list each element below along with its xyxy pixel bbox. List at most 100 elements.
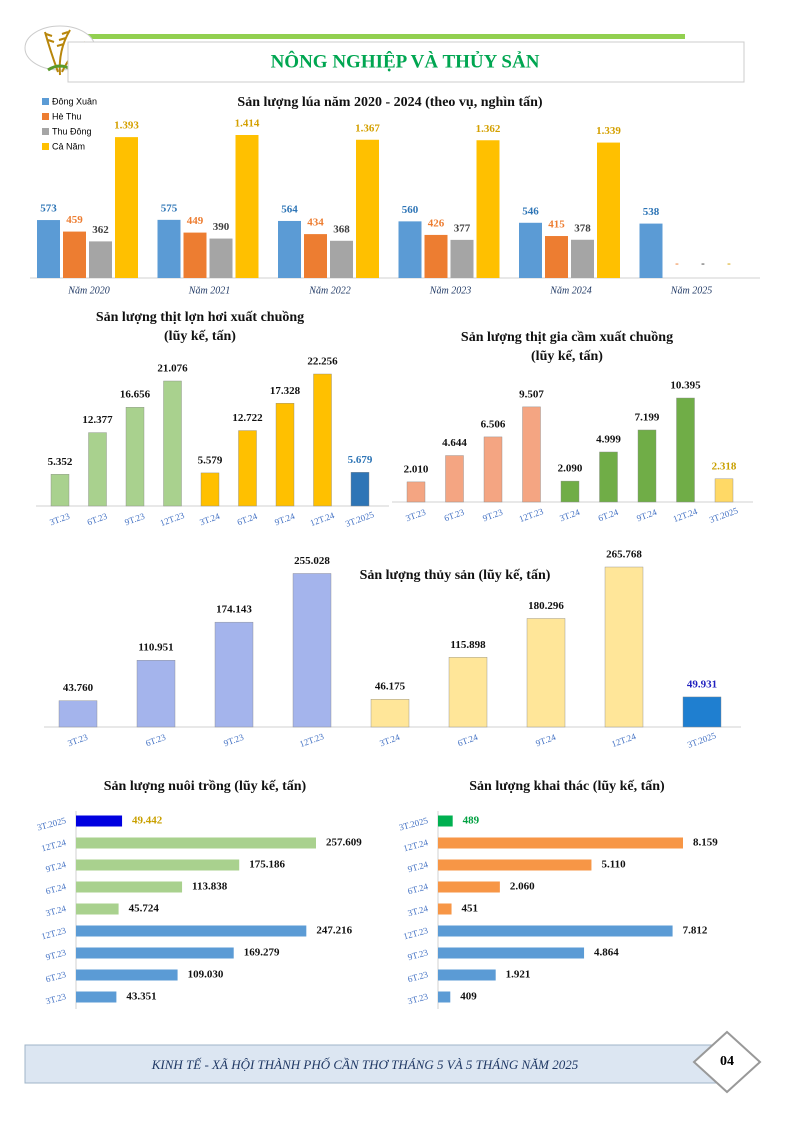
value-label: 21.076	[157, 363, 188, 375]
value-label: 10.395	[670, 380, 701, 392]
value-label: 43.351	[126, 991, 156, 1003]
value-label: 16.656	[120, 389, 151, 401]
bar	[522, 406, 541, 503]
chart-subtitle: (lũy kế, tấn)	[164, 329, 236, 344]
bar	[238, 430, 257, 507]
value-label: 434	[307, 217, 324, 229]
bar	[406, 481, 426, 503]
value-label: 5.110	[601, 859, 626, 871]
bar	[63, 231, 86, 278]
y-tick-label: 3T.23	[45, 991, 68, 1006]
value-label: 4.644	[442, 437, 467, 449]
value-label: 7.812	[683, 925, 708, 937]
bar	[200, 472, 220, 507]
y-tick-label: 9T.23	[407, 947, 430, 962]
value-label: 45.724	[129, 903, 160, 915]
value-label: 247.216	[316, 925, 352, 937]
value-label: 4.999	[596, 434, 621, 446]
bar	[76, 991, 117, 1003]
y-tick-label: 9T.24	[45, 859, 68, 874]
value-label: 1.414	[235, 118, 260, 130]
chart-title: Sản lượng lúa năm 2020 - 2024 (theo vụ, …	[237, 95, 542, 110]
value-label: 377	[454, 222, 471, 234]
bar	[235, 135, 259, 278]
bar	[37, 220, 60, 278]
y-tick-label: 9T.24	[407, 859, 430, 874]
y-tick-label: 3T.24	[407, 903, 430, 918]
value-label: 1.921	[506, 969, 531, 981]
title-box	[67, 41, 745, 83]
bar	[76, 815, 123, 827]
x-tick-label: 9T.24	[273, 511, 296, 528]
bar	[313, 373, 332, 507]
value-label: 426	[428, 217, 445, 229]
value-label: 43.760	[63, 682, 94, 694]
bar	[438, 815, 453, 827]
value-label: 2.318	[712, 460, 737, 472]
value-label: 12.377	[82, 414, 113, 426]
x-tick-label: Năm 2022	[308, 285, 350, 296]
x-tick-label: 6T.24	[597, 507, 620, 524]
value-label: 451	[462, 903, 479, 915]
value-label: 362	[92, 224, 109, 236]
y-tick-label: 6T.23	[407, 969, 430, 984]
x-tick-label: 12T.24	[672, 506, 699, 524]
bar	[438, 859, 592, 871]
x-tick-label: 3T.2025	[686, 730, 718, 750]
bar	[438, 991, 451, 1003]
x-tick-label: 3T.23	[66, 732, 89, 749]
chart-title: Sản lượng thủy sản (lũy kế, tấn)	[360, 568, 551, 583]
value-label: 265.768	[606, 549, 642, 561]
value-label: 255.028	[294, 555, 330, 567]
bar	[604, 566, 644, 728]
value-label: -	[727, 258, 731, 270]
bar	[58, 700, 98, 728]
x-tick-label: 6T.24	[236, 511, 259, 528]
y-tick-label: 3T.2025	[398, 815, 430, 832]
chart-subtitle: (lũy kế, tấn)	[531, 349, 603, 364]
x-tick-label: 9T.23	[222, 732, 245, 749]
legend-swatch	[42, 143, 49, 150]
x-tick-label: 12T.24	[309, 510, 336, 528]
x-tick-label: 6T.24	[456, 732, 479, 749]
bar	[356, 139, 379, 278]
bar	[275, 403, 295, 507]
value-label: 489	[463, 815, 480, 827]
value-label: 573	[40, 203, 57, 215]
value-label: 109.030	[188, 969, 224, 981]
value-label: 459	[66, 214, 83, 226]
legend-label: Đông Xuân	[52, 96, 97, 106]
bar	[136, 660, 176, 728]
chart-title: Sản lượng thịt gia cầm xuất chuồng	[461, 330, 673, 345]
footer-band	[24, 1044, 736, 1084]
x-tick-label: 9T.23	[481, 507, 504, 524]
value-label: 1.367	[355, 122, 380, 134]
bar	[350, 472, 370, 507]
y-tick-label: 3T.23	[407, 991, 430, 1006]
value-label: 538	[643, 206, 660, 218]
x-tick-label: 3T.24	[198, 511, 221, 528]
x-tick-label: Năm 2025	[670, 285, 712, 296]
bar	[519, 222, 542, 278]
header-bar	[65, 34, 685, 39]
y-tick-label: 3T.2025	[36, 815, 68, 832]
bar	[597, 142, 620, 278]
value-label: 1.339	[596, 125, 621, 137]
bar	[88, 432, 107, 507]
y-tick-label: 12T.24	[40, 837, 67, 853]
value-label: 5.352	[48, 456, 73, 468]
value-label: 390	[213, 221, 230, 233]
bar	[115, 137, 138, 278]
value-label: 49.931	[687, 678, 717, 690]
value-label: 169.279	[244, 947, 280, 959]
y-tick-label: 12T.23	[402, 925, 429, 941]
value-label: 5.679	[348, 454, 373, 466]
bar	[483, 436, 503, 503]
legend-swatch	[42, 98, 49, 105]
x-tick-label: 6T.23	[144, 732, 167, 749]
y-tick-label: 9T.23	[45, 947, 68, 962]
bar	[163, 380, 182, 507]
value-label: 46.175	[375, 681, 406, 693]
value-label: 575	[161, 202, 178, 214]
